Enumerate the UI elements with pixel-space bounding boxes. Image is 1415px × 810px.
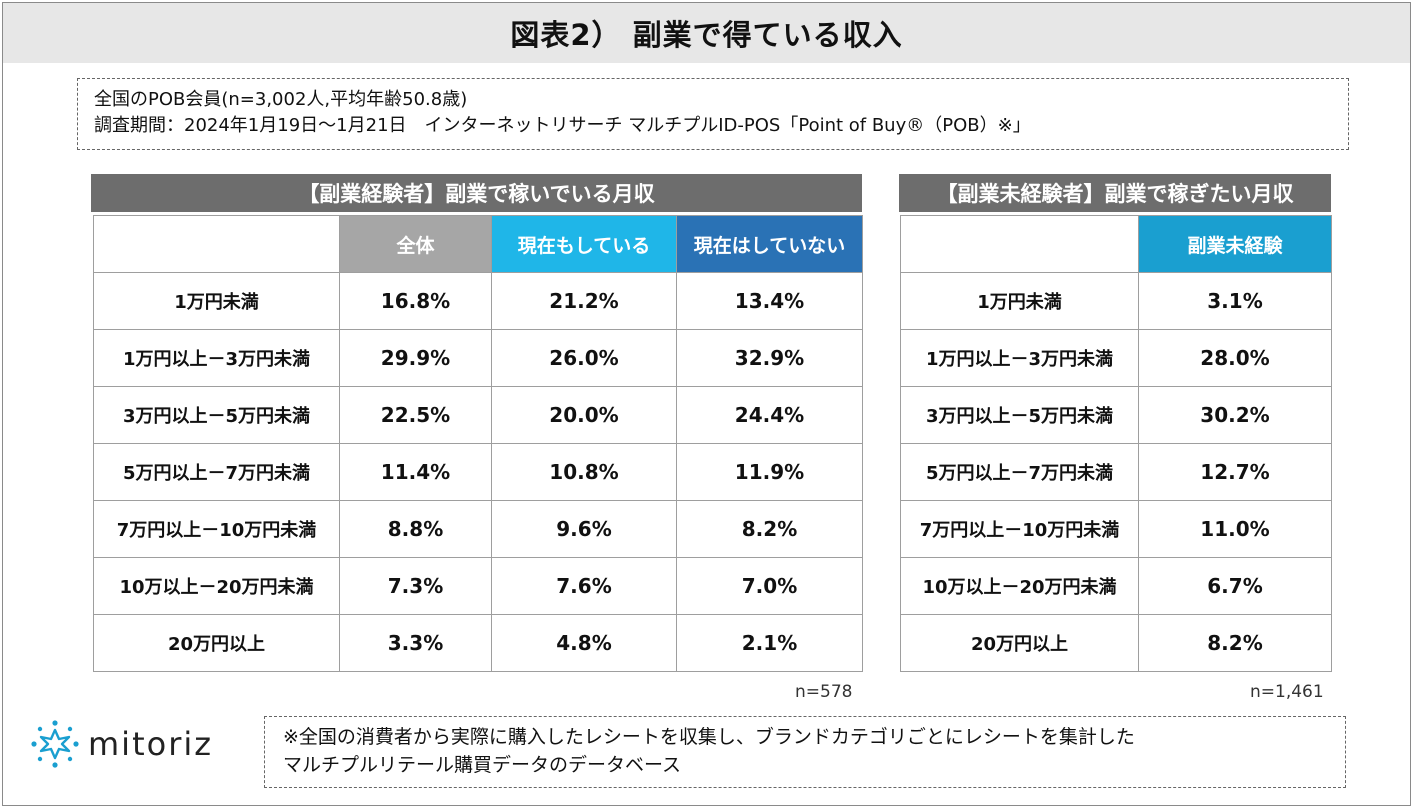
table-header-row: 副業未経験 — [900, 215, 1332, 273]
column-header-genzai-shiteinai: 現在はしていない — [676, 215, 863, 273]
value-cell: 7.3% — [339, 557, 492, 615]
inexperienced-table-body: 1万円未満 3.1% 1万円以上－3万円未満 28.0% 3万円以上－5万円未満 30.2… — [900, 272, 1332, 672]
value-cell: 9.6% — [491, 500, 677, 558]
value-cell: 20.0% — [491, 386, 677, 444]
footnote-line1: ※全国の消費者から実際に購入したレシートを収集し、ブランドカテゴリごとにレシート… — [283, 726, 1135, 748]
value-cell: 29.9% — [339, 329, 492, 387]
column-header-genzai-shiteiru: 現在もしている — [491, 215, 677, 273]
value-cell: 16.8% — [339, 272, 492, 330]
survey-meta-line1: 全国のPOB会員(n=3,002人,平均年齢50.8歳) — [94, 89, 468, 110]
experienced-table-body: 1万円未満 16.8% 21.2% 13.4% 1万円以上－3万円未満 29.9% 26.0… — [93, 272, 863, 672]
value-cell: 22.5% — [339, 386, 492, 444]
row-label: 20万円以上 — [900, 614, 1139, 672]
sparkle-ring-icon — [31, 720, 79, 768]
value-cell: 7.6% — [491, 557, 677, 615]
survey-meta-box: 全国のPOB会員(n=3,002人,平均年齢50.8歳) 調査期間：2024年1… — [77, 78, 1349, 150]
table-row: 1万円未満 3.1% — [900, 272, 1332, 330]
header-blank-cell — [93, 215, 340, 273]
row-label: 7万円以上－10万円未満 — [93, 500, 340, 558]
row-label: 5万円以上－7万円未満 — [93, 443, 340, 501]
value-cell: 11.0% — [1138, 500, 1332, 558]
value-cell: 28.0% — [1138, 329, 1332, 387]
inexperienced-section-header: 【副業未経験者】副業で稼ぎたい月収 — [899, 174, 1331, 212]
value-cell: 8.2% — [676, 500, 863, 558]
inexperienced-sample-size: n=1,461 — [1250, 682, 1324, 702]
footnote-box: ※全国の消費者から実際に購入したレシートを収集し、ブランドカテゴリごとにレシート… — [264, 716, 1346, 788]
value-cell: 13.4% — [676, 272, 863, 330]
logo-wordmark: mitoriz — [88, 725, 214, 763]
value-cell: 24.4% — [676, 386, 863, 444]
row-label: 1万円以上－3万円未満 — [93, 329, 340, 387]
header-blank-cell — [900, 215, 1139, 273]
footnote-line2: マルチプルリテール購買データのデータベース — [283, 754, 682, 776]
value-cell: 4.8% — [491, 614, 677, 672]
row-label: 7万円以上－10万円未満 — [900, 500, 1139, 558]
survey-meta-line2: 調査期間：2024年1月19日～1月21日 インターネットリサーチ マルチプルI… — [94, 115, 1031, 136]
value-cell: 30.2% — [1138, 386, 1332, 444]
row-label: 3万円以上－5万円未満 — [900, 386, 1139, 444]
table-row: 20万円以上 8.2% — [900, 614, 1332, 672]
experienced-section-header: 【副業経験者】副業で稼いでいる月収 — [91, 174, 862, 212]
experienced-income-table: 全体 現在もしている 現在はしていない 1万円未満 16.8% 21.2% 13.4%… — [93, 215, 863, 672]
value-cell: 11.9% — [676, 443, 863, 501]
table-row: 7万円以上－10万円未満 11.0% — [900, 500, 1332, 558]
value-cell: 8.8% — [339, 500, 492, 558]
row-label: 1万円以上－3万円未満 — [900, 329, 1139, 387]
value-cell: 2.1% — [676, 614, 863, 672]
value-cell: 12.7% — [1138, 443, 1332, 501]
row-label: 1万円未満 — [93, 272, 340, 330]
experienced-sample-size: n=578 — [795, 682, 853, 702]
value-cell: 10.8% — [491, 443, 677, 501]
table-row: 10万以上－20万円未満 6.7% — [900, 557, 1332, 615]
table-header-row: 全体 現在もしている 現在はしていない — [93, 215, 863, 273]
title-bar: 図表2） 副業で得ている収入 — [3, 3, 1410, 63]
row-label: 1万円未満 — [900, 272, 1139, 330]
value-cell: 8.2% — [1138, 614, 1332, 672]
row-label: 10万以上－20万円未満 — [900, 557, 1139, 615]
table-row: 3万円以上－5万円未満 22.5% 20.0% 24.4% — [93, 386, 863, 444]
column-header-fukugyo-mikeiken: 副業未経験 — [1138, 215, 1332, 273]
row-label: 20万円以上 — [93, 614, 340, 672]
inexperienced-section-title: 【副業未経験者】副業で稼ぎたい月収 — [936, 182, 1294, 206]
row-label: 5万円以上－7万円未満 — [900, 443, 1139, 501]
inexperienced-income-table: 副業未経験 1万円未満 3.1% 1万円以上－3万円未満 28.0% 3万円以上－5万円… — [900, 215, 1332, 672]
table-row: 20万円以上 3.3% 4.8% 2.1% — [93, 614, 863, 672]
value-cell: 26.0% — [491, 329, 677, 387]
table-row: 5万円以上－7万円未満 11.4% 10.8% 11.9% — [93, 443, 863, 501]
experienced-section-title: 【副業経験者】副業で稼いでいる月収 — [298, 182, 655, 206]
figure-title: 図表2） 副業で得ている収入 — [510, 18, 903, 52]
value-cell: 3.3% — [339, 614, 492, 672]
mitoriz-logo: mitoriz — [30, 712, 260, 776]
table-row: 1万円以上－3万円未満 29.9% 26.0% 32.9% — [93, 329, 863, 387]
row-label: 10万以上－20万円未満 — [93, 557, 340, 615]
table-row: 3万円以上－5万円未満 30.2% — [900, 386, 1332, 444]
table-row: 5万円以上－7万円未満 12.7% — [900, 443, 1332, 501]
value-cell: 21.2% — [491, 272, 677, 330]
table-row: 1万円未満 16.8% 21.2% 13.4% — [93, 272, 863, 330]
table-row: 10万以上－20万円未満 7.3% 7.6% 7.0% — [93, 557, 863, 615]
table-row: 1万円以上－3万円未満 28.0% — [900, 329, 1332, 387]
value-cell: 32.9% — [676, 329, 863, 387]
value-cell: 3.1% — [1138, 272, 1332, 330]
value-cell: 7.0% — [676, 557, 863, 615]
row-label: 3万円以上－5万円未満 — [93, 386, 340, 444]
column-header-zentai: 全体 — [339, 215, 492, 273]
table-row: 7万円以上－10万円未満 8.8% 9.6% 8.2% — [93, 500, 863, 558]
value-cell: 6.7% — [1138, 557, 1332, 615]
value-cell: 11.4% — [339, 443, 492, 501]
